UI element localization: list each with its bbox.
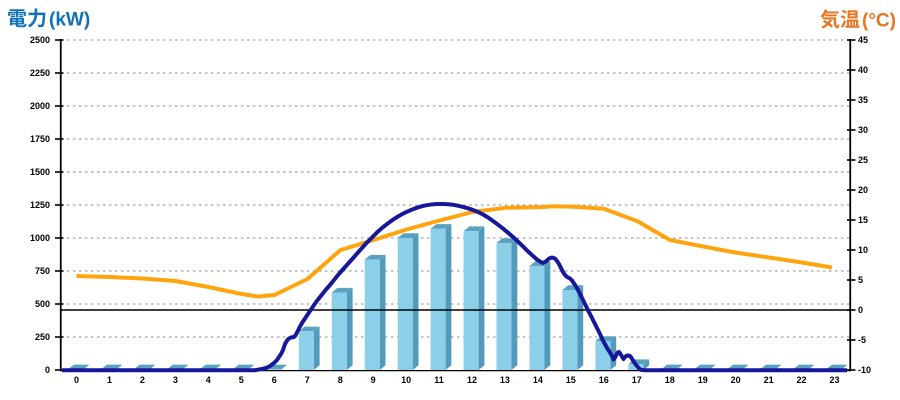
- svg-text:14: 14: [533, 375, 543, 385]
- svg-text:20: 20: [858, 185, 868, 195]
- svg-text:3: 3: [173, 375, 178, 385]
- svg-text:2500: 2500: [30, 35, 50, 45]
- svg-text:2000: 2000: [30, 101, 50, 111]
- svg-text:0: 0: [858, 305, 863, 315]
- svg-text:23: 23: [829, 375, 839, 385]
- svg-text:0: 0: [74, 375, 79, 385]
- svg-text:21: 21: [764, 375, 774, 385]
- svg-text:500: 500: [35, 299, 50, 309]
- svg-text:7: 7: [305, 375, 310, 385]
- svg-text:5: 5: [239, 375, 244, 385]
- svg-text:17: 17: [632, 375, 642, 385]
- svg-text:8: 8: [338, 375, 343, 385]
- svg-text:20: 20: [731, 375, 741, 385]
- svg-text:30: 30: [858, 125, 868, 135]
- svg-text:1250: 1250: [30, 200, 50, 210]
- svg-text:750: 750: [35, 266, 50, 276]
- svg-text:6: 6: [272, 375, 277, 385]
- svg-text:5: 5: [858, 275, 863, 285]
- svg-text:18: 18: [665, 375, 675, 385]
- svg-text:(kW): (kW): [49, 10, 90, 31]
- svg-text:22: 22: [796, 375, 806, 385]
- svg-text:16: 16: [599, 375, 609, 385]
- svg-text:(°C): (°C): [862, 11, 896, 32]
- svg-text:4: 4: [206, 375, 211, 385]
- svg-text:-10: -10: [858, 365, 871, 375]
- svg-text:1500: 1500: [30, 167, 50, 177]
- svg-text:11: 11: [434, 375, 444, 385]
- svg-text:12: 12: [467, 375, 477, 385]
- svg-text:19: 19: [698, 375, 708, 385]
- svg-text:2250: 2250: [30, 68, 50, 78]
- svg-text:1000: 1000: [30, 233, 50, 243]
- svg-text:1: 1: [107, 375, 112, 385]
- svg-text:13: 13: [500, 375, 510, 385]
- svg-text:10: 10: [401, 375, 411, 385]
- svg-text:-5: -5: [858, 335, 866, 345]
- svg-text:40: 40: [858, 65, 868, 75]
- svg-text:35: 35: [858, 95, 868, 105]
- svg-text:45: 45: [858, 35, 868, 45]
- svg-text:2: 2: [140, 375, 145, 385]
- svg-text:250: 250: [35, 332, 50, 342]
- svg-text:1750: 1750: [30, 134, 50, 144]
- svg-text:25: 25: [858, 155, 868, 165]
- svg-text:15: 15: [858, 215, 868, 225]
- svg-text:9: 9: [371, 375, 376, 385]
- svg-text:0: 0: [45, 365, 50, 375]
- svg-text:15: 15: [566, 375, 576, 385]
- svg-text:10: 10: [858, 245, 868, 255]
